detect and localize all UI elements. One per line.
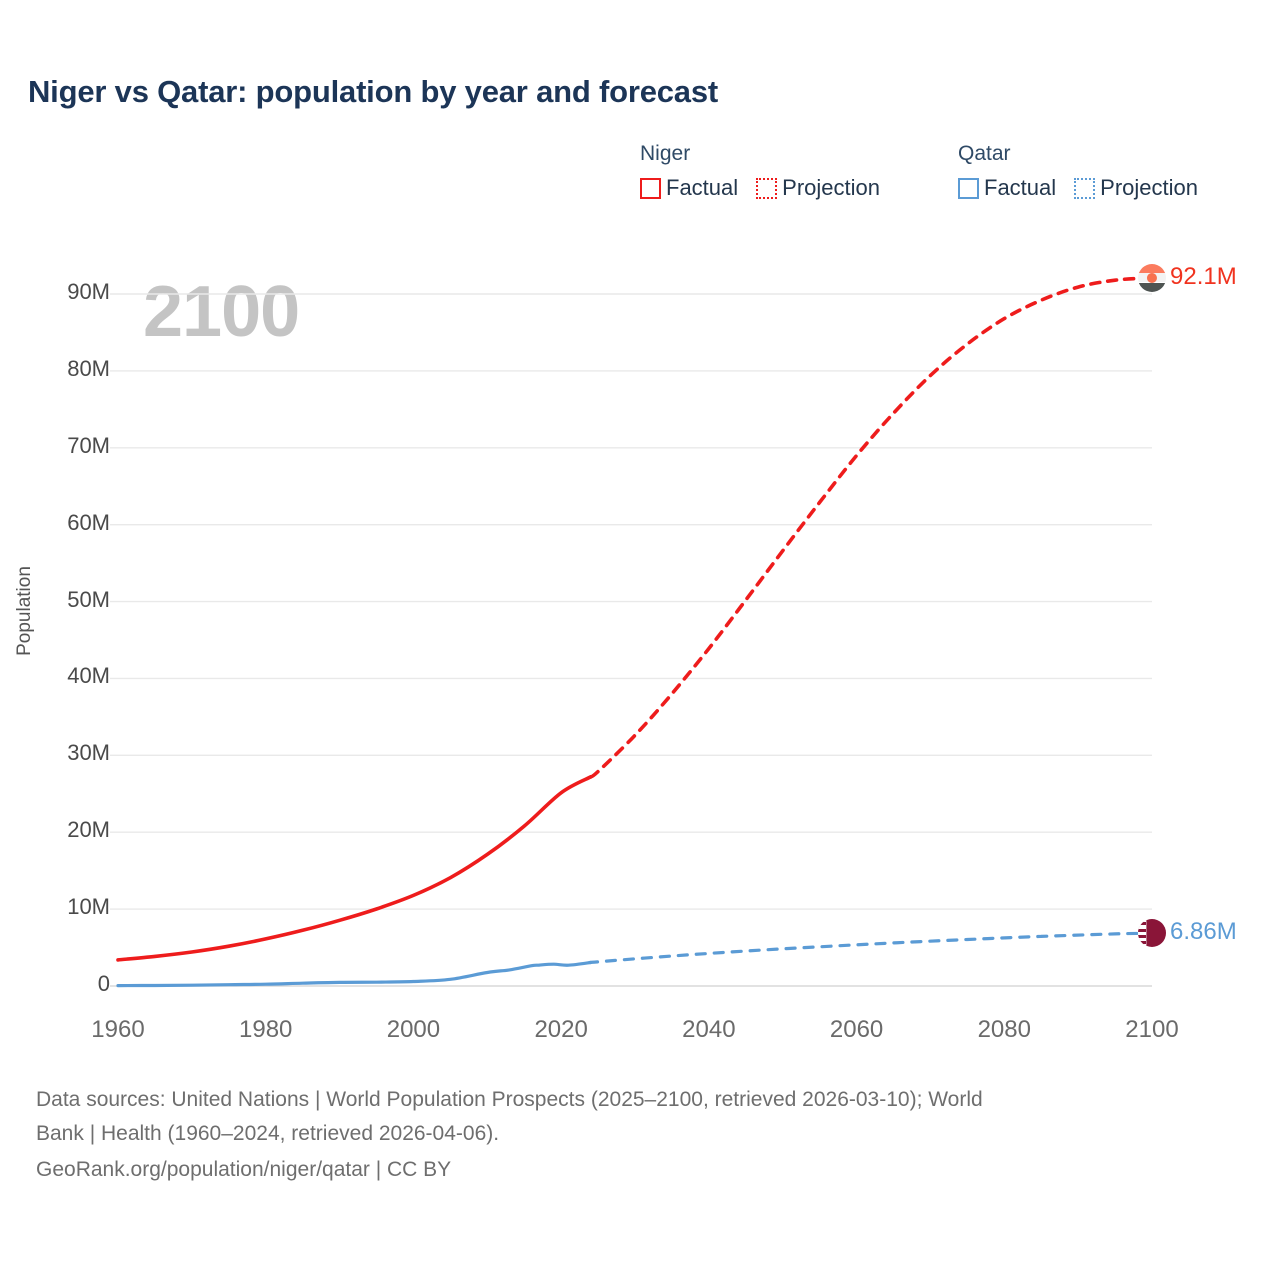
legend-label-qatar-projection: Projection: [1100, 175, 1198, 200]
x-tick-label: 1960: [91, 1016, 145, 1043]
legend-item-qatar-factual[interactable]: Factual: [958, 175, 1056, 201]
y-tick-text: 10M: [67, 894, 110, 920]
legend-label-qatar-factual: Factual: [984, 175, 1057, 200]
legend-group-title-niger: Niger: [640, 142, 691, 165]
x-tick-label: 2060: [829, 1016, 884, 1043]
y-tick-text: 90M: [67, 279, 110, 304]
y-tick-text: 30M: [67, 740, 110, 766]
legend-swatch-solid-red-icon: [640, 177, 661, 199]
legend-label-niger-factual: Factual: [666, 175, 739, 200]
y-tick-text: 50M: [67, 586, 110, 612]
x-tick-label: 2080: [977, 1016, 1031, 1043]
series-line-niger-projection: [588, 276, 1154, 779]
x-tick-label: 2020: [534, 1016, 588, 1043]
plot-svg: [110, 276, 1154, 988]
x-tick-label: 2000: [386, 1016, 441, 1043]
footer-line-3: GeoRank.org/population/niger/qatar | CC …: [36, 1158, 452, 1182]
y-tick-text: 80M: [67, 355, 110, 381]
y-tick-text: 40M: [67, 663, 110, 689]
x-tick-label: 2100: [1125, 1016, 1179, 1043]
x-tick-label: 2040: [682, 1016, 736, 1043]
endpoint-label-qatar: 6.86M: [1170, 918, 1237, 946]
series-line-qatar-factual: [116, 960, 593, 988]
y-tick-text: 0: [97, 971, 110, 996]
footer-line-2: Bank | Health (1960–2024, retrieved 2026…: [36, 1122, 500, 1146]
niger-flag-icon: [1138, 263, 1166, 292]
y-tick-text: 20M: [67, 817, 110, 843]
plot-area: 2100 Population 0 10M 20M 30M 40M 50M 60M 70M 80…: [0, 255, 1280, 1015]
legend-group-niger: Niger Factual Projection: [640, 142, 880, 201]
x-tick-label: 1980: [239, 1016, 293, 1043]
y-tick-text: 60M: [67, 509, 110, 535]
legend-group-qatar: Qatar Factual Projection: [958, 142, 1198, 201]
legend-swatch-dotted-red-icon: [756, 177, 778, 199]
legend-item-qatar-projection[interactable]: Projection: [1074, 175, 1198, 201]
endpoint-label-niger: 92.1M: [1170, 262, 1237, 290]
page-title: Niger vs Qatar: population by year and f…: [28, 74, 719, 109]
legend-label-niger-projection: Projection: [782, 175, 880, 200]
y-tick-text: 70M: [67, 432, 110, 458]
chart-footer: Data sources: United Nations | World Pop…: [36, 1083, 1246, 1187]
qatar-flag-icon: [1138, 919, 1166, 948]
legend-swatch-solid-blue-icon: [958, 177, 979, 199]
legend-item-niger-factual[interactable]: Factual: [640, 175, 738, 201]
series-line-qatar-projection: [588, 931, 1154, 965]
series-line-niger-factual: [116, 775, 593, 962]
legend-swatch-dotted-blue-icon: [1074, 177, 1096, 199]
chart-legend: Niger Factual Projection Qatar Factual: [640, 142, 1260, 222]
footer-line-1: Data sources: United Nations | World Pop…: [36, 1088, 983, 1111]
legend-item-niger-projection[interactable]: Projection: [756, 175, 880, 201]
x-axis-ticks: 1960 1980 2000 2020 2040 2060 2080 2100: [0, 1010, 1280, 1050]
year-watermark: 2100: [143, 272, 300, 352]
legend-group-title-qatar: Qatar: [958, 142, 1011, 165]
